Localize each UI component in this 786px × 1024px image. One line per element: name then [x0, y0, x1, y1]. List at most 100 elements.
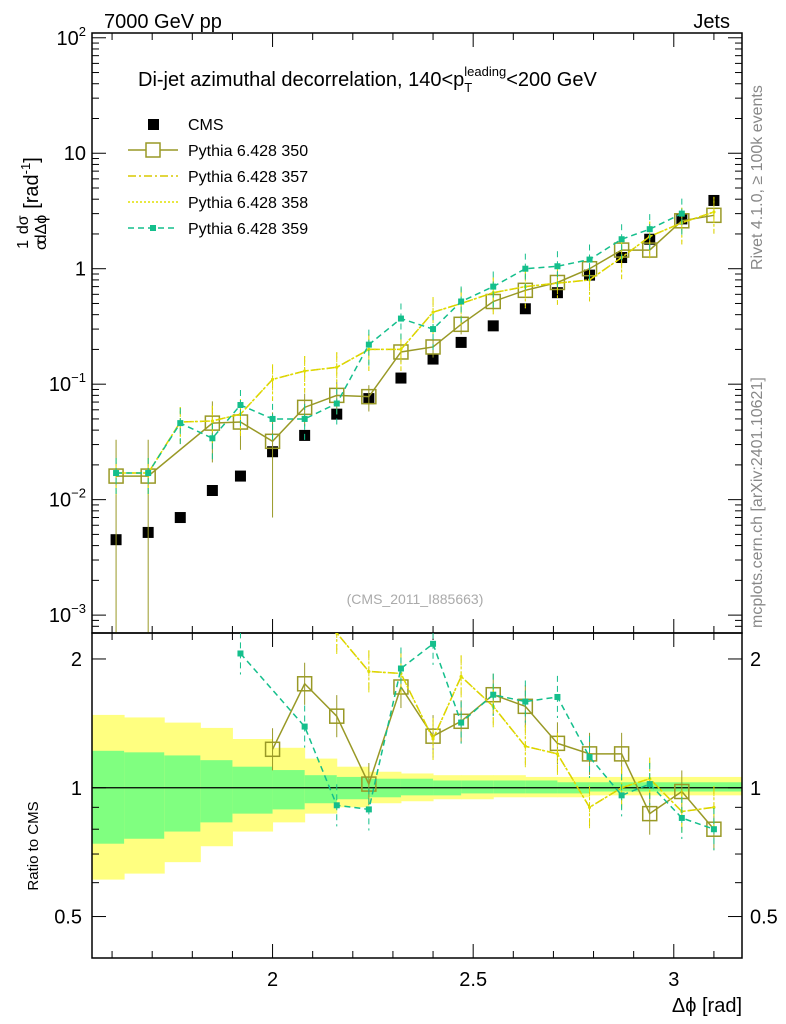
point-p359: [237, 402, 244, 409]
ratio-point-p358: [712, 805, 716, 809]
ylabel-frac2-den: dΔϕ: [33, 215, 50, 244]
point-p359: [145, 470, 152, 477]
ratio-point-p358: [555, 752, 559, 756]
ratio-point-p358: [459, 674, 463, 678]
cms-data-point: [206, 485, 218, 497]
ratio-point-p359: [678, 814, 685, 821]
ratio-band-green: [525, 780, 558, 794]
ratio-point-p358: [588, 805, 592, 809]
point-p359: [209, 435, 216, 442]
cms-data-point: [519, 303, 531, 315]
main-ytick-base: 10: [49, 490, 71, 512]
ylabel-frac1-num: 1: [15, 240, 32, 249]
main-ytick-base: 10: [49, 605, 71, 627]
legend-label-cms: CMS: [188, 117, 224, 134]
main-title: Di-jet azimuthal decorrelation, 140<pTle…: [138, 64, 597, 95]
point-p359: [554, 263, 561, 270]
ratio-xtick-label: 2.5: [459, 969, 487, 991]
ratio-band-green: [304, 775, 338, 804]
point-p358: [335, 365, 339, 369]
ratio-band-green: [681, 782, 743, 792]
ratio-point-p358: [303, 582, 306, 585]
main-ytick-base: 10: [49, 374, 71, 396]
main-ytick-label: 102: [57, 24, 86, 50]
ratio-ylabel: Ratio to CMS: [25, 801, 42, 890]
legend-marker-350: [145, 142, 161, 158]
main-ytick-label: 10−1: [49, 370, 86, 396]
ratio-band-green: [400, 778, 434, 796]
main-ytick-exp: −2: [71, 486, 86, 501]
title-sup: leading: [464, 64, 506, 79]
main-ytick-exp: −1: [71, 370, 86, 385]
legend-item-359: Pythia 6.428 359: [128, 221, 308, 238]
analysis-watermark: (CMS_2011_I885663): [347, 591, 484, 607]
ratio-band-green: [461, 780, 494, 794]
ratio-point-p359: [301, 723, 308, 730]
ratio-point-p358: [335, 633, 339, 635]
ratio-point-p359: [237, 650, 244, 657]
mcplots-label: mcplots.cern.ch [arXiv:2401.10621]: [749, 377, 766, 628]
point-p359: [678, 210, 685, 217]
legend-marker-359: [150, 225, 156, 231]
point-p350: [361, 388, 377, 405]
ratio-point-p359: [522, 698, 529, 705]
point-p359: [522, 265, 529, 272]
cms-data-point: [395, 372, 407, 384]
point-p359: [269, 415, 276, 422]
ratio-point-p359: [333, 802, 340, 809]
point-p359: [458, 298, 465, 305]
ratio-band-green: [92, 750, 125, 844]
ratio-point-p359: [458, 719, 465, 726]
ylabel-unit: [rad: [21, 174, 43, 208]
ratio-band-green: [200, 760, 233, 823]
point-p358: [271, 377, 275, 381]
ratio-xtick-label: 2: [267, 969, 278, 991]
ratio-frame: [91, 632, 743, 959]
legend-item-350: Pythia 6.428 350: [128, 142, 308, 160]
point-p359: [646, 226, 653, 233]
cms-data-point: [234, 470, 246, 482]
ratio-ytick-label-right: 2: [750, 649, 761, 671]
cms-data-point: [455, 336, 467, 348]
ratio-ytick-label-right: 1: [750, 778, 761, 800]
legend-item-357: Pythia 6.428 357: [128, 169, 308, 186]
cms-data-point: [427, 353, 439, 365]
main-ylabel: 1σdσdΔϕ [rad-1]: [15, 157, 50, 250]
ratio-point-p350: [613, 746, 630, 762]
ratio-band-green: [272, 770, 306, 810]
ratio-band-green: [649, 782, 683, 792]
ratio-point-p359: [618, 792, 625, 799]
point-p359: [397, 315, 404, 322]
ratio-band-green: [589, 782, 623, 792]
ratio-point-p359: [490, 691, 497, 698]
ylabel-unit-close: ]: [21, 157, 43, 163]
rivet-label: Rivet 4.1.0, ≥ 100k events: [749, 85, 766, 270]
point-p359: [430, 326, 437, 333]
ylabel-unit-exp: -1: [18, 163, 33, 175]
ratio-point-p359: [646, 781, 653, 788]
point-p359: [490, 283, 497, 290]
ratio-panel: 2 2.5 3 2 2 1 1 0.5 0.5: [54, 582, 778, 991]
legend-swatch-cms: [148, 119, 159, 130]
ratio-ytick-label: 2: [71, 649, 82, 671]
point-p359: [333, 400, 340, 407]
series-line-p358: [116, 211, 715, 474]
ratio-point-p358: [523, 744, 527, 748]
legend-label-357: Pythia 6.428 357: [188, 169, 308, 186]
point-p359: [301, 415, 308, 422]
ratio-band-green: [493, 780, 526, 794]
ratio-point-p359: [554, 693, 561, 700]
ratio-point-p350: [641, 805, 658, 822]
ratio-point-p359: [397, 665, 404, 672]
legend-label-350: Pythia 6.428 350: [188, 143, 308, 160]
cms-data-point: [487, 320, 499, 332]
point-p359: [177, 420, 184, 427]
main-ytick-exp: 2: [79, 24, 86, 39]
ratio-point-p359: [430, 640, 437, 647]
legend-item-358: Pythia 6.428 358: [128, 195, 308, 212]
ratio-ytick-label: 0.5: [54, 907, 82, 929]
ratio-xtick-label: 3: [668, 969, 679, 991]
ylabel-frac1-den: σ: [33, 240, 50, 250]
